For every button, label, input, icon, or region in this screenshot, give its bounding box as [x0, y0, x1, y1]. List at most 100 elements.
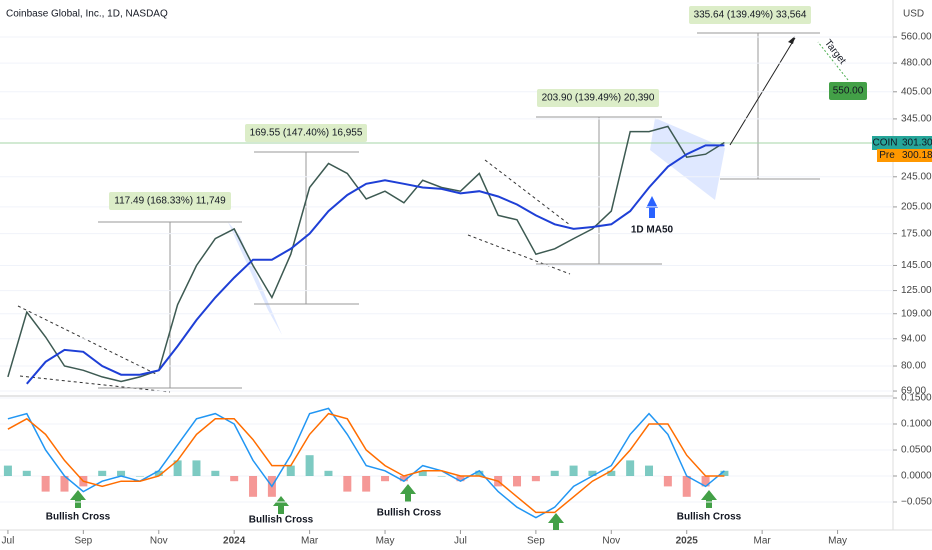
histogram-bar: [117, 470, 126, 476]
drawings: [0, 32, 893, 530]
histogram-bar: [173, 460, 182, 476]
y-tick-label: 94.00: [901, 333, 926, 344]
channel: [650, 118, 725, 200]
y-tick-label: 80.00: [901, 361, 926, 372]
price-tag: [872, 136, 898, 150]
histogram-bar: [645, 465, 654, 476]
price-tag-symbol: COIN: [873, 138, 898, 149]
histogram-bar: [230, 476, 239, 482]
histogram-bar: [211, 470, 220, 476]
x-tick-label: Mar: [754, 536, 772, 547]
y-tick-label: 205.00: [901, 202, 932, 213]
price-tag-value: 301.30: [902, 138, 932, 149]
histogram-bar: [41, 476, 50, 492]
annotation-text: 117.49 (168.33%) 11,749: [114, 196, 226, 207]
histogram-bar: [362, 476, 371, 492]
channel: [228, 222, 282, 335]
histogram-bar: [607, 470, 616, 476]
cross-label: Bullish Cross: [377, 508, 442, 519]
histogram-bar: [682, 476, 691, 497]
y-tick-label: 0.0500: [901, 445, 932, 456]
histogram-bar: [343, 476, 352, 492]
x-tick-label: Sep: [74, 536, 92, 547]
y-tick-label: 0.1500: [901, 393, 932, 404]
histogram-bar: [588, 470, 597, 476]
histogram-bar: [720, 470, 729, 476]
cross-arrows: [70, 484, 717, 530]
histogram-bar: [135, 476, 144, 477]
histogram-bar: [531, 476, 540, 482]
y-tick-label: 480.00: [901, 58, 932, 69]
histogram-bar: [154, 470, 163, 476]
annotation-text: 169.55 (147.40%) 16,955: [250, 128, 363, 139]
annotation-text: 335.64 (139.49%) 33,564: [694, 10, 807, 21]
cross-label: Bullish Cross: [677, 512, 742, 523]
x-tick-label: Nov: [150, 536, 168, 547]
histogram-bar: [513, 476, 522, 487]
arrowhead: [788, 36, 795, 44]
x-tick-label: Jul: [2, 536, 15, 547]
histogram-bar: [399, 476, 408, 482]
y-tick-label: 69.00: [901, 386, 926, 397]
annotation-box: [689, 6, 811, 24]
histogram-bar: [701, 476, 710, 487]
y-tick-label: −0.0500: [901, 497, 932, 508]
cross-label: Bullish Cross: [46, 512, 111, 523]
pre-tag-value: 300.18: [902, 150, 932, 161]
histogram-bar: [324, 470, 333, 476]
histogram-bar: [98, 470, 107, 476]
histogram-bar: [418, 470, 427, 476]
histogram-bar: [305, 455, 314, 476]
y-tick-label: 245.00: [901, 171, 932, 182]
histogram-bar: [475, 470, 484, 476]
x-tick-label: 2025: [676, 536, 699, 547]
y-tick-label: 175.00: [901, 228, 932, 239]
histogram-bar: [663, 476, 672, 487]
histogram-bar: [192, 460, 201, 476]
series-line: [26, 144, 725, 385]
x-tick-label: Nov: [602, 536, 620, 547]
histogram-bar: [3, 465, 12, 476]
y-tick-label: 0.1000: [901, 419, 932, 430]
x-tick-label: Sep: [527, 536, 545, 547]
annotation-text: 203.90 (139.49%) 20,390: [542, 93, 655, 104]
chart-title: Coinbase Global, Inc., 1D, NASDAQ: [6, 9, 168, 20]
trendline: [19, 375, 171, 393]
histogram-bar: [626, 460, 635, 476]
series-line: [7, 412, 725, 514]
x-tick-label: Jul: [454, 536, 467, 547]
pre-tag: [877, 149, 898, 162]
y-tick-label: 345.00: [901, 114, 932, 125]
x-tick-label: May: [376, 536, 395, 547]
annotation-box: [245, 124, 367, 142]
axis-unit: USD: [903, 9, 924, 20]
series-line: [7, 125, 725, 383]
y-tick-label: 145.00: [901, 260, 932, 271]
histogram-bar: [381, 476, 390, 482]
cross-label: Bullish Cross: [249, 515, 314, 526]
histogram-bar: [569, 465, 578, 476]
x-tick-label: 2024: [223, 536, 246, 547]
histogram-bar: [60, 476, 69, 492]
price-tag: [898, 136, 932, 150]
histogram-bar: [249, 476, 258, 497]
y-tick-label: 405.00: [901, 86, 932, 97]
y-tick-label: 109.00: [901, 308, 932, 319]
histogram-bar: [286, 465, 295, 476]
y-tick-label: 125.00: [901, 285, 932, 296]
ma-label: 1D MA50: [631, 225, 674, 236]
x-tick-label: Mar: [301, 536, 319, 547]
trendline: [17, 305, 159, 376]
trendline: [467, 234, 571, 275]
x-tick-label: May: [828, 536, 847, 547]
y-tick-label: 560.00: [901, 32, 932, 43]
annotation-box: [537, 89, 659, 107]
pre-tag: [898, 149, 932, 162]
histogram-bar: [456, 476, 465, 482]
target-arrow: [817, 41, 849, 81]
histogram-bar: [437, 476, 446, 477]
histogram-bar: [550, 470, 559, 476]
annotation-text: 550.00: [833, 86, 864, 97]
